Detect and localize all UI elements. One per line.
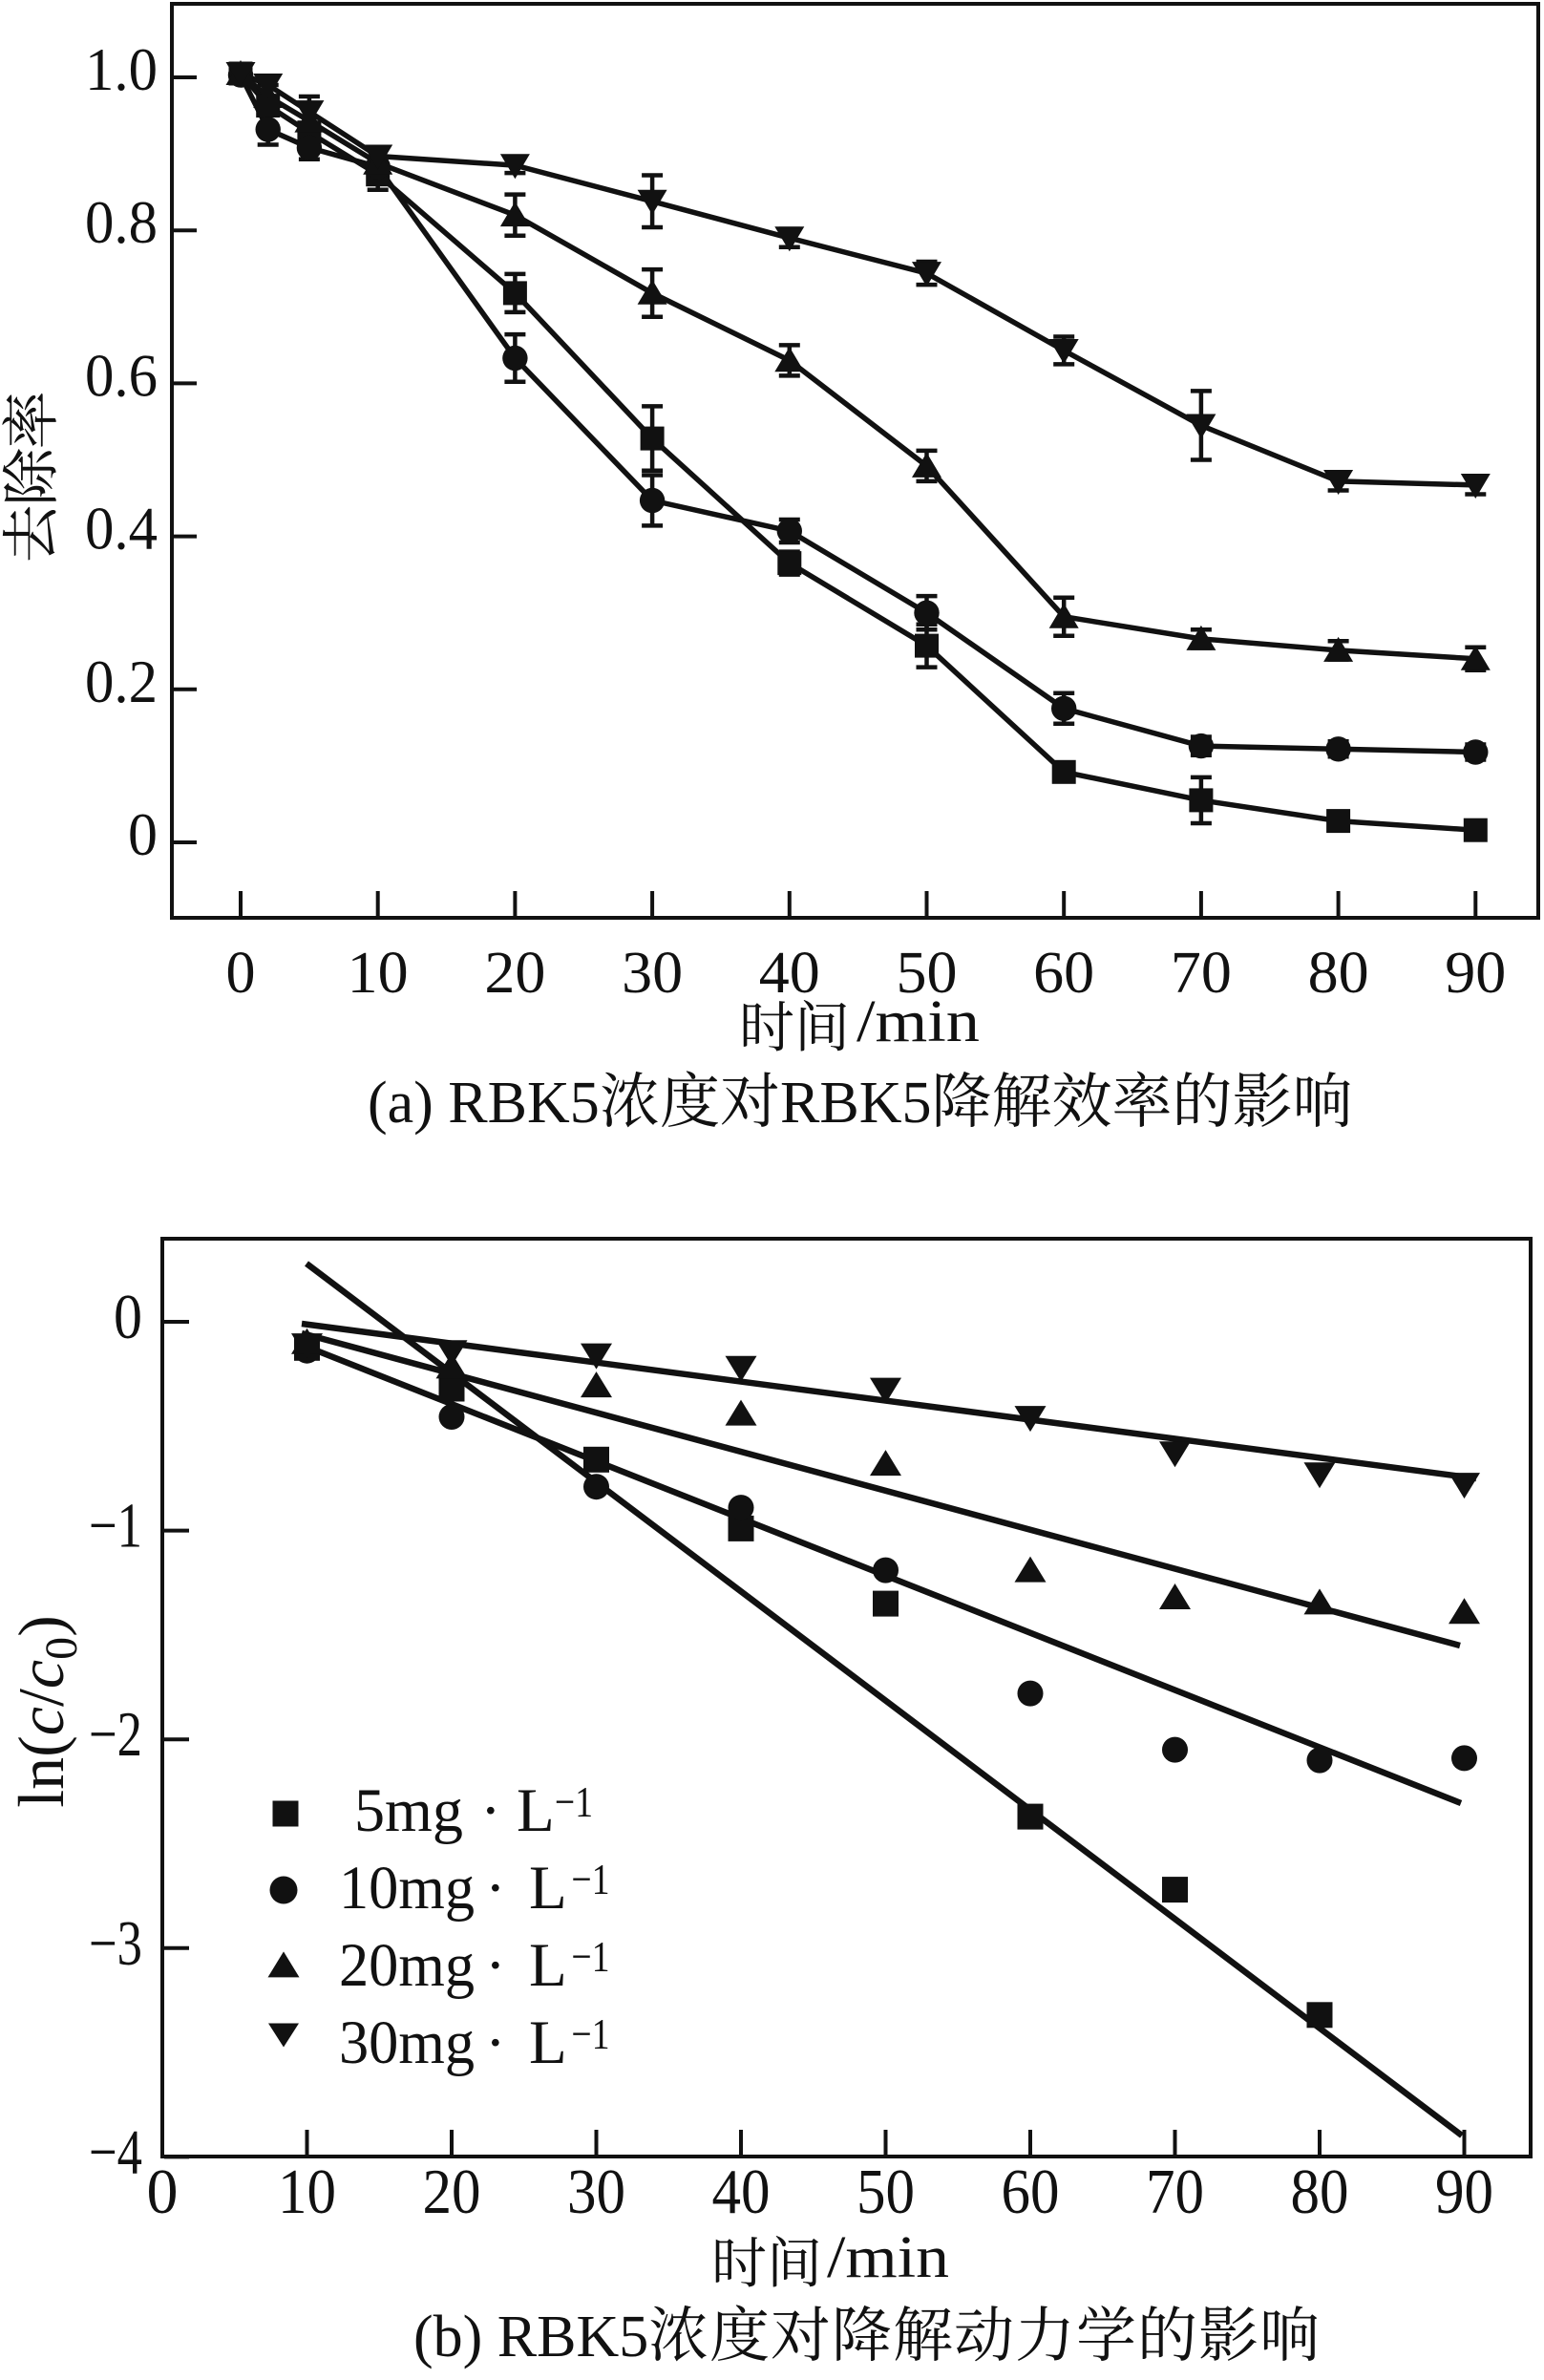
svg-text:20mg: 20mg [339,1931,475,2000]
svg-text:L: L [517,1776,555,1845]
svg-text:RBK5: RBK5 [780,1071,931,1136]
svg-text:10: 10 [278,2157,336,2227]
svg-text:0: 0 [147,2157,179,2227]
svg-text:90: 90 [1445,941,1506,1006]
svg-text:(a) RBK5: (a) RBK5 [368,1071,600,1136]
svg-text:5mg: 5mg [354,1776,463,1845]
svg-text:/min: /min [857,989,980,1054]
svg-text:50: 50 [897,941,958,1006]
svg-text:40: 40 [712,2157,771,2227]
svg-text:−1: −1 [555,1777,593,1826]
svg-text:1.0: 1.0 [85,36,158,103]
svg-text:0.2: 0.2 [85,648,158,715]
svg-text:−1: −1 [89,1491,142,1562]
svg-text:0.8: 0.8 [85,189,158,256]
svg-text:−3: −3 [89,1908,142,1979]
svg-text:(b) RBK5: (b) RBK5 [413,2305,648,2369]
svg-text:·: · [485,1931,506,2000]
svg-text:−1: −1 [572,1932,610,1981]
svg-text:20: 20 [484,941,545,1006]
svg-text:0: 0 [226,941,256,1006]
svg-text:/min: /min [827,2225,949,2290]
svg-text:·: · [485,2008,506,2077]
svg-text:30mg: 30mg [339,2008,475,2077]
svg-text:−2: −2 [89,1699,142,1770]
svg-text:L: L [529,2008,567,2077]
svg-text:30: 30 [567,2157,625,2227]
svg-text:·: · [480,1776,501,1845]
svg-text:60: 60 [1033,941,1094,1006]
svg-text:20: 20 [423,2157,481,2227]
svg-text:70: 70 [1146,2157,1204,2227]
svg-text:10: 10 [348,941,409,1006]
svg-text:80: 80 [1308,941,1369,1006]
svg-text:ln(c/c0): ln(c/c0) [5,1615,87,1807]
svg-text:L: L [529,1931,567,2000]
svg-text:60: 60 [1002,2157,1060,2227]
svg-text:·: · [485,1854,506,1923]
svg-text:50: 50 [857,2157,915,2227]
svg-text:10mg: 10mg [339,1854,475,1923]
svg-text:0.4: 0.4 [85,496,158,563]
svg-text:0.6: 0.6 [85,342,158,409]
svg-text:−1: −1 [572,2009,610,2058]
svg-text:−1: −1 [572,1855,610,1903]
svg-text:70: 70 [1171,941,1232,1006]
svg-text:−4: −4 [89,2116,142,2187]
svg-text:0: 0 [128,801,158,868]
svg-text:90: 90 [1435,2157,1493,2227]
svg-text:0: 0 [114,1282,142,1352]
svg-text:30: 30 [622,941,683,1006]
svg-text:40: 40 [759,941,820,1006]
svg-text:L: L [529,1854,567,1923]
svg-text:80: 80 [1291,2157,1349,2227]
